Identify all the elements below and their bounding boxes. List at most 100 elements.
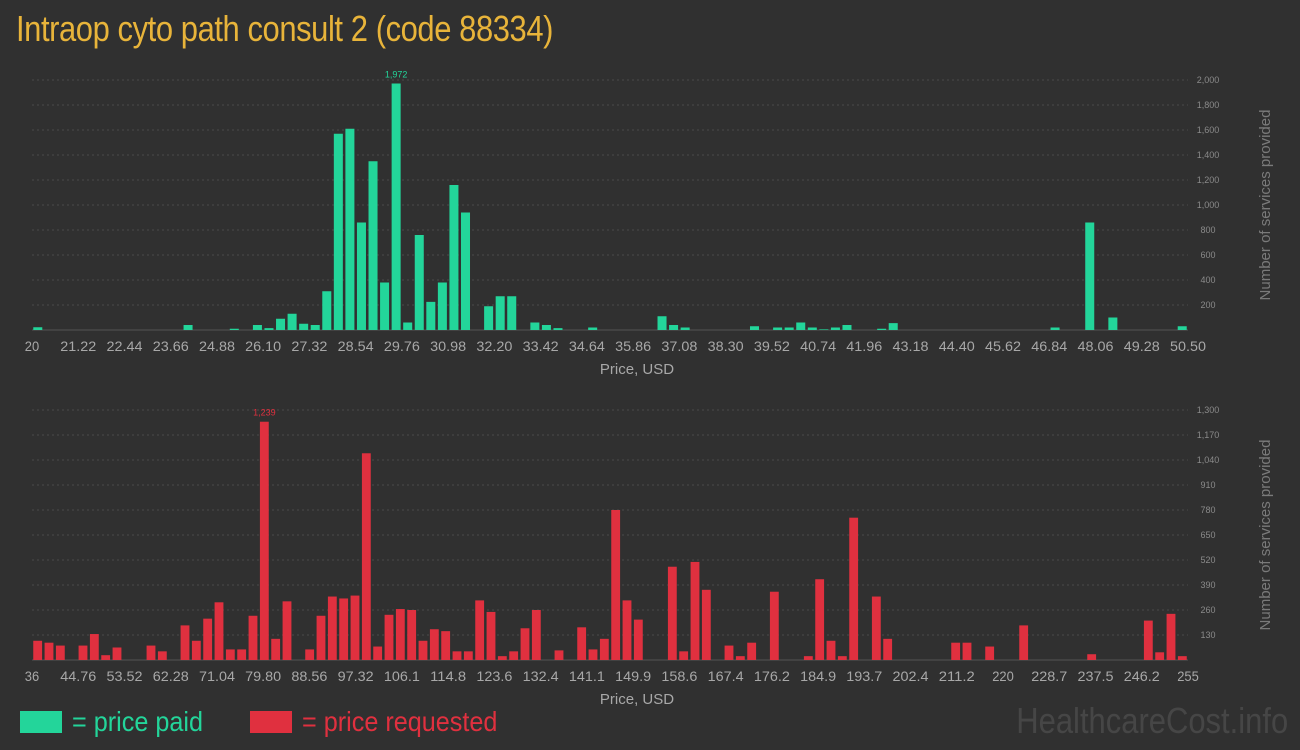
chart-bar	[773, 327, 783, 330]
chart-bar	[541, 325, 551, 330]
legend-price-requested: = price requested	[250, 706, 519, 738]
y-tick-label: 1,000	[1197, 200, 1220, 210]
chart-bar	[507, 296, 517, 330]
x-tick-label: 23.66	[153, 338, 189, 354]
y-tick-label: 1,040	[1197, 455, 1220, 465]
x-tick-label: 33.42	[523, 338, 559, 354]
x-tick-label: 21.22	[60, 338, 96, 354]
chart-bar	[1019, 625, 1029, 660]
chart-bar	[112, 647, 122, 660]
x-tick-label: 237.5	[1078, 668, 1114, 684]
chart-bar	[690, 561, 700, 660]
chart-bar	[883, 638, 893, 660]
chart-bar	[395, 609, 405, 660]
chart-bar	[1085, 222, 1095, 330]
legend-price-paid: = price paid	[20, 706, 218, 738]
chart-bar	[414, 235, 424, 330]
chart-bar	[214, 602, 224, 660]
y-tick-label: 1,400	[1197, 150, 1220, 160]
x-tick-label: 41.96	[846, 338, 882, 354]
chart-bar	[622, 600, 632, 660]
chart-bar	[391, 83, 401, 330]
y-axis-title: Number of services provided	[1257, 440, 1274, 631]
chart-bar	[345, 128, 355, 330]
chart-bar	[724, 645, 734, 660]
chart-bar	[807, 327, 817, 330]
chart-bar	[531, 610, 541, 660]
chart-bar	[89, 634, 99, 660]
chart-bar	[588, 649, 598, 660]
x-tick-label: 46.84	[1031, 338, 1067, 354]
x-tick-label: 39.52	[754, 338, 790, 354]
x-tick-label: 38.30	[708, 338, 744, 354]
y-tick-label: 1,200	[1197, 175, 1220, 185]
chart-bar	[1143, 620, 1153, 660]
chart-bar	[101, 655, 111, 660]
y-tick-label: 650	[1200, 530, 1215, 540]
x-tick-label: 88.56	[291, 668, 327, 684]
y-tick-label: 1,170	[1197, 430, 1220, 440]
chart-bar	[509, 651, 519, 660]
chart-bar	[577, 627, 587, 660]
y-tick-label: 400	[1200, 275, 1215, 285]
chart-bar	[299, 323, 309, 330]
y-tick-label: 260	[1200, 605, 1215, 615]
chart-bar	[368, 161, 378, 330]
x-tick-label: 45.62	[985, 338, 1021, 354]
chart-bar	[259, 421, 269, 660]
chart-bar	[183, 325, 193, 330]
x-tick-label: 28.54	[338, 338, 374, 354]
x-tick-label: 26.10	[245, 338, 281, 354]
chart-bar	[33, 640, 43, 660]
chart-bar	[1108, 317, 1118, 330]
x-tick-label: 37.08	[661, 338, 697, 354]
chart-bar	[495, 296, 505, 330]
chart-bar	[55, 645, 65, 660]
max-value-annotation: 1,239	[253, 408, 276, 418]
chart-bar	[287, 313, 297, 330]
chart-bar	[475, 600, 485, 660]
chart-bar	[429, 629, 439, 660]
chart-bar	[449, 185, 459, 330]
x-tick-label: 211.2	[939, 668, 975, 684]
chart-bar	[203, 618, 213, 660]
chart-bar	[735, 656, 745, 660]
chart-bar	[888, 323, 898, 330]
chart-bar	[437, 282, 447, 330]
x-tick-label: 62.28	[153, 668, 189, 684]
chart-bar	[310, 325, 320, 330]
x-tick-label: 220	[992, 668, 1014, 684]
chart-bar	[520, 628, 530, 660]
chart-bar	[842, 325, 852, 330]
chart-bar	[460, 212, 471, 330]
chart-bar	[248, 615, 258, 660]
chart-bar	[33, 327, 43, 330]
y-tick-label: 200	[1200, 300, 1215, 310]
x-tick-label: 71.04	[199, 668, 235, 684]
chart-bar	[599, 638, 609, 660]
x-tick-label: 255	[1177, 668, 1199, 684]
x-tick-label: 35.86	[615, 338, 651, 354]
y-axis-title: Number of services provided	[1257, 110, 1274, 301]
y-tick-label: 800	[1200, 225, 1215, 235]
chart-bar	[1177, 656, 1187, 660]
chart-bar	[497, 656, 507, 660]
chart-bar	[180, 625, 190, 660]
chart-bar	[418, 640, 428, 660]
chart-bar	[282, 601, 292, 660]
chart-bar	[78, 645, 88, 660]
x-tick-label: 106.1	[384, 668, 420, 684]
x-tick-label: 43.18	[893, 338, 929, 354]
y-tick-label: 130	[1200, 630, 1215, 640]
chart-bar	[146, 645, 156, 660]
chart-bar	[191, 640, 201, 660]
x-tick-label: 36	[25, 668, 40, 684]
x-tick-label: 184.9	[800, 668, 836, 684]
x-tick-label: 141.1	[569, 668, 605, 684]
chart-bar	[484, 306, 494, 330]
x-tick-label: 202.4	[893, 668, 929, 684]
x-tick-label: 44.76	[60, 668, 96, 684]
chart-bar	[384, 614, 394, 660]
x-tick-label: 20	[25, 338, 40, 354]
legend-swatch-paid	[20, 711, 62, 733]
